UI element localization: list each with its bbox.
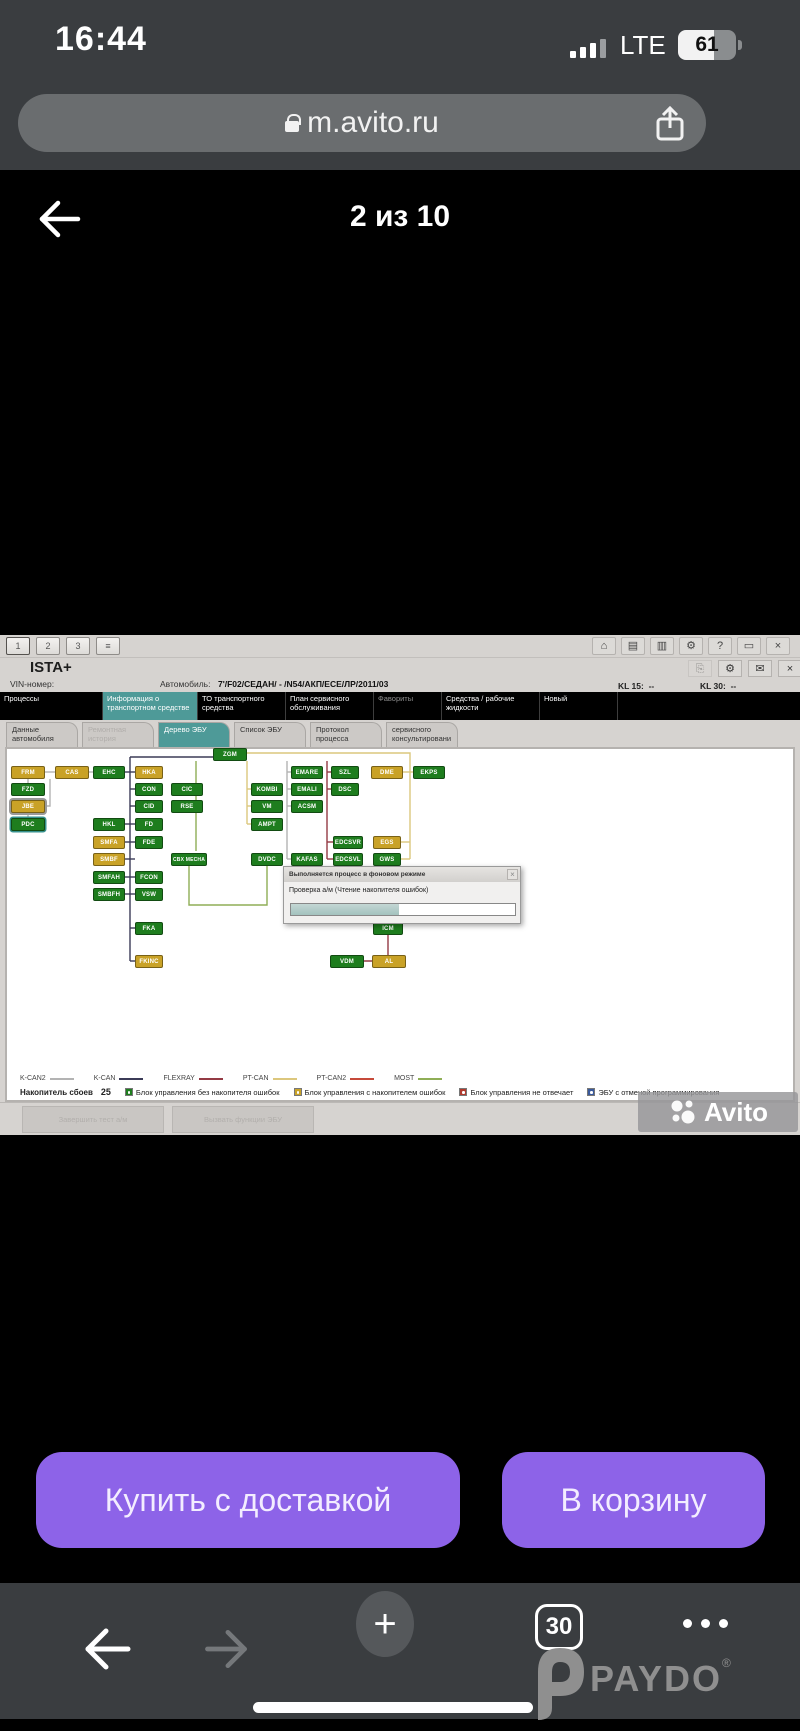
bottom-edge	[0, 1719, 800, 1731]
tab-6[interactable]: Средства / рабочие жидкости	[442, 692, 540, 720]
subtab-2[interactable]: Ремонтная история	[82, 722, 154, 747]
workshop-session-1-button[interactable]: 1	[6, 637, 30, 655]
vin-label: VIN-номер:	[10, 679, 55, 689]
share-icon[interactable]	[650, 104, 690, 144]
bus-legend-item: FLEXRAY	[163, 1075, 223, 1082]
buy-with-delivery-button[interactable]: Купить с доставкой	[36, 1452, 460, 1548]
status-legend-item: Блок управления не отвечает	[459, 1088, 573, 1097]
ista-main-tabs: Процессы Информация о транспортном средст…	[0, 692, 800, 720]
subtab-1[interactable]: Данные автомобиля	[6, 722, 78, 747]
workshop-session-2-button[interactable]: 2	[36, 637, 60, 655]
battery-icon: 61	[678, 30, 742, 60]
url-text: m.avito.ru	[307, 106, 439, 139]
avito-logo-icon	[671, 1100, 695, 1124]
vehicle-label: Автомобиль:	[160, 679, 211, 689]
ista-sub-tabs: Данные автомобиля Ремонтная история Дерево…	[0, 720, 800, 747]
printer-icon[interactable]: ▥	[650, 637, 674, 655]
bus-legend-item: PT-CAN2	[317, 1075, 375, 1082]
paydo-watermark-text: PAYDO	[590, 1658, 723, 1699]
new-tab-icon[interactable]: +	[356, 1591, 414, 1657]
dialog-message: Проверка а/м (Чтение накопителя ошибок)	[289, 887, 429, 894]
avito-watermark: Avito	[638, 1092, 798, 1132]
subtab-6[interactable]: сервисного консультировани	[386, 722, 458, 747]
network-type-label: LTE	[620, 30, 666, 60]
bus-legend-item: PT-CAN	[243, 1075, 297, 1082]
cellular-signal-icon	[570, 36, 606, 58]
bus-legend-item: K-CAN2	[20, 1075, 74, 1082]
address-bar[interactable]: m.avito.ru	[18, 94, 706, 152]
help-icon[interactable]: ?	[708, 637, 732, 655]
ista-toolbar: 1 2 3 ≡ ⌂ ▤ ▥ ⚙? ▭ ×	[0, 635, 800, 658]
finish-test-button[interactable]: Завершить тест а/м	[22, 1106, 164, 1133]
workshop-session-3-button[interactable]: 3	[66, 637, 90, 655]
background-process-dialog: Выполняется процесс в фоновом режиме × П…	[283, 866, 521, 924]
vehicle-info-row: VIN-номер: Автомобиль: 7'/F02/СЕДАН/ - /…	[0, 679, 800, 692]
call-ecu-functions-button[interactable]: Вызвать функции ЭБУ	[172, 1106, 314, 1133]
bus-legend-item: MOST	[394, 1075, 443, 1082]
kl30-status: KL 30: --	[700, 681, 737, 691]
tab-2[interactable]: Информация о транспортном средстве	[103, 692, 198, 720]
photo-counter: 2 из 10	[349, 200, 451, 233]
close-icon[interactable]: ×	[766, 637, 790, 655]
tab-1[interactable]: Процессы	[0, 692, 103, 720]
home-indicator[interactable]	[253, 1702, 533, 1713]
status-legend-item: Блок управления с накопителем ошибок	[293, 1088, 445, 1097]
tab-3[interactable]: ТО транспортного средства	[198, 692, 286, 720]
mail-icon[interactable]: ✉	[748, 660, 772, 677]
status-legend-item: Блок управления без накопителя ошибок	[124, 1088, 280, 1097]
tab-4[interactable]: План сервисного обслуживания	[286, 692, 374, 720]
session-list-button[interactable]: ≡	[96, 637, 120, 655]
browser-bottom-toolbar: + 30	[0, 1583, 800, 1719]
close-icon[interactable]: ×	[778, 660, 800, 677]
clock: 16:44	[55, 20, 147, 58]
paydo-watermark: PAYDO ®	[528, 1642, 731, 1720]
home-icon[interactable]: ⌂	[592, 637, 616, 655]
wrench-icon[interactable]: ⚙	[679, 637, 703, 655]
vehicle-value: 7'/F02/СЕДАН/ - /N54/АКП/ЕСЕ/ЛР/2011/03	[218, 679, 389, 689]
bus-legend: K-CAN2 K-CAN FLEXRAY PT-CAN PT-CAN2 MOST	[20, 1075, 443, 1082]
paydo-logo-icon	[538, 1648, 584, 1720]
browser-top-bar: 16:44 LTE 61 m.avito.ru	[0, 0, 800, 170]
subtab-3[interactable]: Дерево ЭБУ	[158, 722, 230, 747]
back-icon[interactable]	[80, 1621, 136, 1677]
ista-window-title: ISTA+	[30, 659, 72, 676]
forward-icon[interactable]	[200, 1623, 252, 1675]
vehicle-id-icon[interactable]: ▤	[621, 637, 645, 655]
dialog-title: Выполняется процесс в фоновом режиме	[284, 867, 520, 882]
more-icon[interactable]	[683, 1619, 728, 1628]
tab-5[interactable]: Фавориты	[374, 692, 442, 720]
bus-legend-item: K-CAN	[94, 1075, 144, 1082]
gear-icon[interactable]: ⚙	[718, 660, 742, 677]
dialog-close-icon[interactable]: ×	[507, 869, 518, 880]
progress-bar	[290, 903, 516, 916]
subtab-4[interactable]: Список ЭБУ	[234, 722, 306, 747]
kl15-status: KL 15: --	[618, 681, 655, 691]
subtab-5[interactable]: Протокол процесса	[310, 722, 382, 747]
add-to-cart-button[interactable]: В корзину	[502, 1452, 765, 1548]
back-arrow-icon[interactable]	[36, 195, 84, 243]
document-icon[interactable]: ⎘	[688, 660, 712, 677]
progress-fill	[291, 904, 399, 915]
lock-icon	[285, 113, 302, 132]
avito-watermark-text: Avito	[703, 1096, 769, 1127]
window-icon[interactable]: ▭	[737, 637, 761, 655]
ecu-tree-panel	[5, 747, 795, 1102]
tab-7[interactable]: Новый	[540, 692, 618, 720]
fault-memory-counter: Накопитель сбоев 25	[20, 1087, 111, 1097]
